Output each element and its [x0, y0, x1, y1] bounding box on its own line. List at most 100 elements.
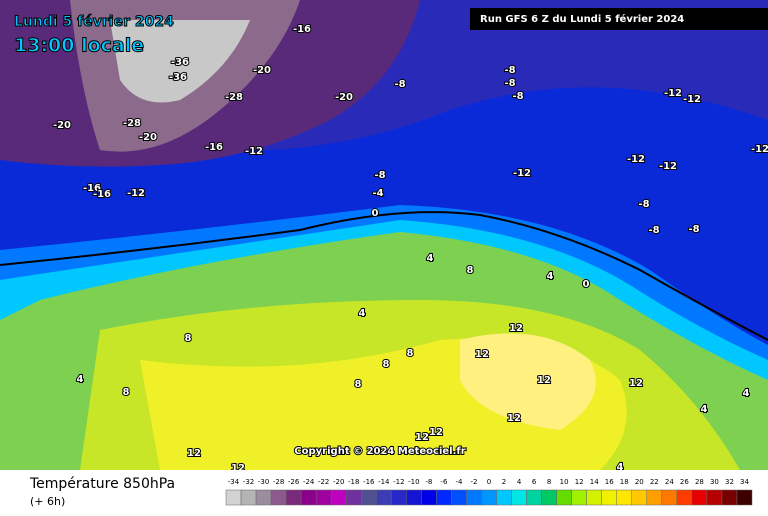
- isotherm-label: 4: [427, 253, 434, 264]
- map-background: [0, 0, 768, 470]
- scale-swatch: [601, 489, 617, 506]
- isotherm-label: 8: [355, 379, 362, 390]
- scale-tick-label: 4: [517, 478, 522, 486]
- scale-swatch: [270, 489, 287, 506]
- isotherm-label: 8: [407, 348, 414, 359]
- isotherm-label: -16: [83, 183, 101, 194]
- isotherm-label: -8: [638, 199, 649, 210]
- isotherm-label: 4: [701, 404, 708, 415]
- scale-swatch: [391, 489, 407, 506]
- isotherm-label: -8: [374, 170, 385, 181]
- isotherm-label: 8: [467, 265, 474, 276]
- scale-tick-label: -32: [243, 478, 254, 486]
- scale-tick-label: -14: [378, 478, 390, 486]
- isotherm-label: -36: [171, 57, 189, 68]
- scale-tick-label: -8: [425, 478, 432, 486]
- scale-swatch: [285, 489, 302, 506]
- scale-swatch: [406, 489, 422, 506]
- scale-tick-label: 34: [740, 478, 749, 486]
- isotherm-label: 4: [743, 388, 750, 399]
- scale-swatch: [315, 489, 332, 506]
- isotherm-label: -20: [253, 65, 271, 76]
- scale-swatch: [330, 489, 347, 506]
- date: Lundi 5 février 2024: [14, 14, 174, 30]
- isotherm-label: -20: [335, 92, 353, 103]
- isotherm-label: 12: [629, 378, 643, 389]
- scale-tick-label: 28: [695, 478, 704, 486]
- scale-swatch: [586, 489, 602, 506]
- run-banner: [470, 8, 768, 30]
- color-scale: -34 -32 -30 -28 -26 -24 -22 -20 -18 -16 -14 -12 -10-…: [225, 478, 753, 506]
- isotherm-label: 8: [383, 359, 390, 370]
- isotherm-label: -8: [688, 224, 699, 235]
- isotherm-label: 4: [359, 308, 366, 319]
- isotherm-label: 4: [547, 271, 554, 282]
- scale-swatch: [661, 489, 678, 506]
- isotherm-label: -20: [139, 132, 157, 143]
- scale-swatch: [541, 489, 557, 506]
- scale-tick-label: -30: [258, 478, 269, 486]
- scale-swatch: [361, 489, 377, 506]
- footer-title: Température 850hPa: [29, 476, 175, 492]
- isotherm-label: 4: [77, 374, 84, 385]
- scale-tick-label: 26: [680, 478, 689, 486]
- scale-tick-label: -24: [303, 478, 315, 486]
- run-info: Run GFS 6 Z du Lundi 5 février 2024: [480, 13, 684, 25]
- isotherm-label: -8: [394, 79, 405, 90]
- isotherm-label: -16: [205, 142, 223, 153]
- isotherm-label: 12: [415, 432, 429, 443]
- isotherm-label: -12: [683, 94, 701, 105]
- isotherm-label: 8: [123, 387, 130, 398]
- scale-tick-label: 8: [547, 478, 551, 486]
- scale-swatch: [706, 489, 723, 506]
- scale-tick-label: 2: [502, 478, 506, 486]
- scale-swatch: [300, 489, 317, 506]
- isotherm-label: -12: [513, 168, 531, 179]
- scale-swatch: [436, 489, 452, 506]
- scale-swatch: [225, 489, 242, 506]
- scale-swatch: [451, 489, 467, 506]
- isotherm-label: -16: [293, 24, 311, 35]
- scale-tick-label: 24: [665, 478, 674, 486]
- isotherm-label: -12: [664, 88, 682, 99]
- scale-tick-label: -2: [470, 478, 477, 486]
- scale-swatch: [255, 489, 272, 506]
- isotherm-label: -36: [169, 72, 187, 83]
- scale-tick-label: -18: [348, 478, 359, 486]
- scale-swatch: [616, 489, 633, 506]
- scale-tick-label: 12: [575, 478, 584, 486]
- copyright: Copyright © 2024 Meteociel.fr: [294, 446, 465, 457]
- isotherm-label: 12: [537, 375, 551, 386]
- scale-tick-label: -10: [408, 478, 419, 486]
- isotherm-label: 12: [429, 427, 443, 438]
- isotherm-label: -12: [245, 146, 263, 157]
- isotherm-label: -12: [627, 154, 645, 165]
- scale-swatch: [736, 489, 753, 506]
- scale-tick-label: -16: [363, 478, 375, 486]
- footer-subtitle: (+ 6h): [30, 495, 65, 508]
- scale-swatch: [571, 489, 587, 506]
- isotherm-label: -8: [504, 78, 515, 89]
- scale-swatch: [345, 489, 362, 506]
- isotherm-label: -16: [93, 189, 111, 200]
- isotherm-label: -12: [127, 188, 145, 199]
- isotherm-label: -12: [751, 144, 768, 155]
- isotherm-label: 8: [185, 333, 192, 344]
- scale-tick-label: -34: [228, 478, 240, 486]
- isotherm-label: -12: [659, 161, 677, 172]
- scale-tick-label: -28: [273, 478, 284, 486]
- scale-swatch: [646, 489, 663, 506]
- scale-swatch: [376, 489, 392, 506]
- isotherm-label: 12: [475, 349, 489, 360]
- scale-tick-label: 6: [532, 478, 537, 486]
- isotherm-label: 12: [509, 323, 523, 334]
- scale-tick-label: -22: [318, 478, 329, 486]
- scale-swatch: [481, 489, 497, 506]
- scale-tick-label: -26: [288, 478, 300, 486]
- isotherm-label: -4: [372, 188, 383, 199]
- scale-tick-label: -20: [333, 478, 344, 486]
- scale-swatch: [721, 489, 738, 506]
- scale-tick-label: -6: [440, 478, 448, 486]
- isotherm-label: 0: [372, 208, 379, 219]
- scale-tick-label: 22: [650, 478, 659, 486]
